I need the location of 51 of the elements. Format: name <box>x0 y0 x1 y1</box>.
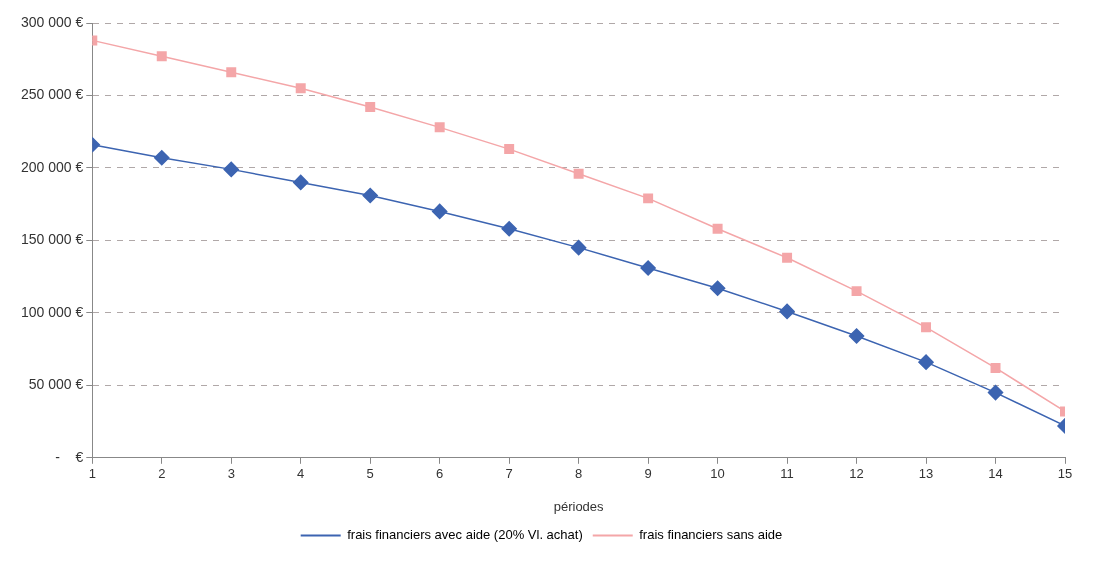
y-tick-label: 250 000 € <box>20 86 84 103</box>
point <box>643 193 654 204</box>
point <box>362 187 378 204</box>
x-tick-label: 2 <box>158 466 166 482</box>
y-tick-label: - € <box>55 448 84 465</box>
point <box>640 260 656 276</box>
point <box>434 122 445 133</box>
x-tick-label: 10 <box>710 466 725 482</box>
x-tick-label: 12 <box>849 466 864 482</box>
point <box>573 168 584 179</box>
point <box>851 286 862 297</box>
y-tick-label: 50 000 € <box>28 376 84 393</box>
point <box>501 221 517 237</box>
point <box>990 362 1001 373</box>
point <box>779 303 795 320</box>
point <box>226 67 237 78</box>
y-tick-label: 300 000 € <box>20 13 84 30</box>
x-tick-label: 13 <box>918 466 934 482</box>
y-tick-label: 150 000 € <box>20 231 84 248</box>
point <box>295 83 306 94</box>
point <box>782 252 793 263</box>
point <box>570 239 587 256</box>
point <box>292 174 309 191</box>
point <box>154 150 170 166</box>
x-tick-label: 1 <box>88 466 96 482</box>
x-axis-title: périodes <box>553 498 605 514</box>
point <box>848 328 865 344</box>
x-tick-label: 14 <box>988 466 1003 482</box>
point <box>156 51 167 62</box>
point <box>365 102 376 113</box>
point <box>712 223 723 234</box>
y-tick-label: 100 000 € <box>20 303 84 320</box>
x-tick-label: 3 <box>227 466 235 482</box>
point <box>918 354 934 370</box>
point <box>709 280 726 296</box>
x-tick-label: 6 <box>436 466 444 482</box>
x-tick-label: 11 <box>780 466 794 482</box>
x-tick-label: 9 <box>644 466 652 482</box>
point <box>987 384 1004 401</box>
legend-label: frais financiers avec aide (20% Vl. achat) <box>347 527 583 543</box>
x-tick-label: 15 <box>1057 466 1073 482</box>
x-tick-label: 4 <box>297 466 305 482</box>
legend-label: frais financiers sans aide <box>639 527 783 543</box>
x-tick-label: 5 <box>366 466 374 482</box>
x-tick-label: 8 <box>575 466 583 482</box>
point <box>431 203 448 220</box>
point <box>223 161 239 178</box>
y-tick-label: 200 000 € <box>20 158 84 175</box>
x-tick-label: 7 <box>505 466 513 482</box>
point <box>921 322 932 333</box>
point <box>504 144 515 155</box>
